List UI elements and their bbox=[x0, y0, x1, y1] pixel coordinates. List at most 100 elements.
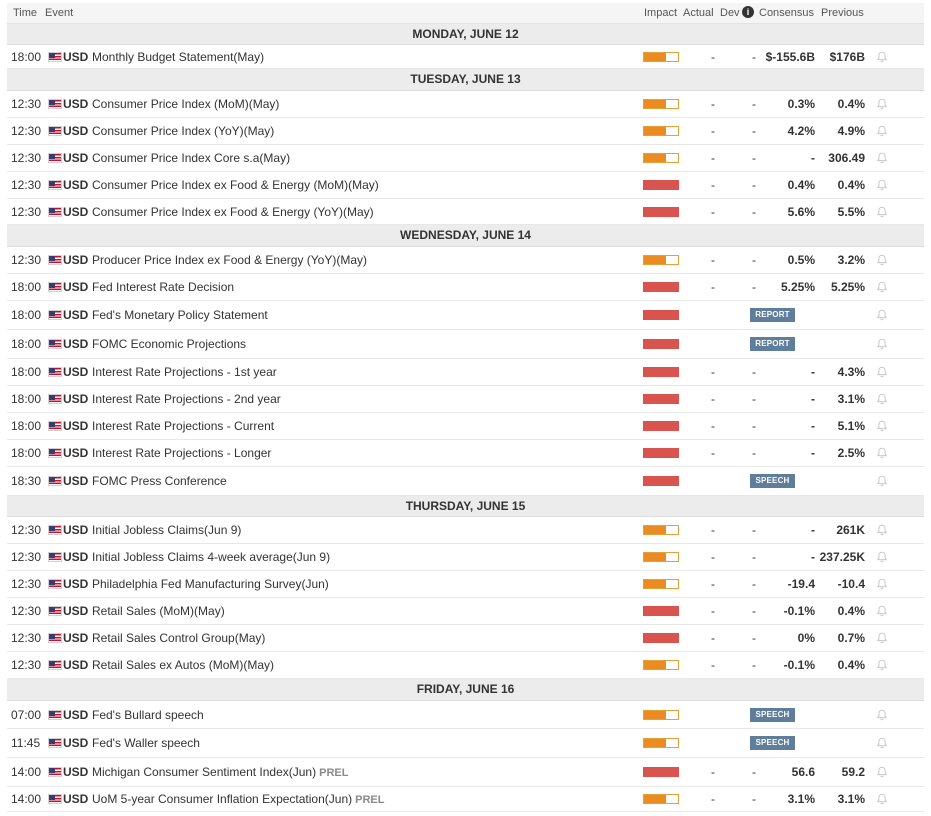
header-time[interactable]: Time bbox=[13, 7, 38, 19]
table-row[interactable]: 18:00 USD Fed Interest Rate Decision - - 5.25… bbox=[7, 274, 924, 301]
event-name[interactable]: Consumer Price Index (MoM)(May) bbox=[92, 97, 279, 111]
table-row[interactable]: 18:00 USD Interest Rate Projections - Curr… bbox=[7, 413, 924, 440]
event-name-text[interactable]: Consumer Price Index ex Food & Energy (M… bbox=[92, 178, 379, 192]
event-name[interactable]: Initial Jobless Claims 4-week average(Ju… bbox=[92, 550, 330, 564]
table-row[interactable]: 18:00 USD Fed's Monetary Policy Statement R… bbox=[7, 301, 924, 330]
bell-icon[interactable] bbox=[876, 51, 888, 63]
event-name[interactable]: UoM 5-year Consumer Inflation Expectatio… bbox=[92, 792, 384, 806]
header-previous[interactable]: Previous bbox=[821, 7, 864, 19]
table-row[interactable]: 12:30 USD Retail Sales ex Autos (MoM)(May)… bbox=[7, 652, 924, 679]
event-name-text[interactable]: Fed Interest Rate Decision bbox=[92, 280, 235, 294]
event-name[interactable]: Fed's Monetary Policy Statement bbox=[92, 308, 268, 322]
event-name[interactable]: Philadelphia Fed Manufacturing Survey(Ju… bbox=[92, 577, 329, 591]
event-name[interactable]: Interest Rate Projections - 2nd year bbox=[92, 392, 281, 406]
header-impact[interactable]: Impact bbox=[644, 7, 678, 19]
event-name-text[interactable]: Consumer Price Index (YoY)(May) bbox=[92, 124, 275, 138]
event-name-text[interactable]: Fed's Bullard speech bbox=[92, 708, 204, 722]
event-name-text[interactable]: FOMC Press Conference bbox=[92, 474, 227, 488]
event-name[interactable]: Interest Rate Projections - Current bbox=[92, 419, 274, 433]
event-name-text[interactable]: Retail Sales ex Autos (MoM)(May) bbox=[92, 658, 275, 672]
table-row[interactable]: 12:30 USD Consumer Price Index (MoM)(May) -… bbox=[7, 91, 924, 118]
bell-icon[interactable] bbox=[876, 447, 888, 459]
table-row[interactable]: 12:30 USD Retail Sales Control Group(May) -… bbox=[7, 625, 924, 652]
table-row[interactable]: 12:30 USD Philadelphia Fed Manufacturing S… bbox=[7, 571, 924, 598]
bell-icon[interactable] bbox=[876, 309, 888, 321]
bell-icon[interactable] bbox=[876, 551, 888, 563]
event-name-text[interactable]: Philadelphia Fed Manufacturing Survey(Ju… bbox=[92, 577, 329, 591]
bell-icon[interactable] bbox=[876, 709, 888, 721]
bell-icon[interactable] bbox=[876, 125, 888, 137]
bell-icon[interactable] bbox=[876, 632, 888, 644]
header-dev[interactable]: Dev bbox=[720, 7, 740, 19]
header-actual[interactable]: Actual bbox=[683, 7, 714, 19]
event-name[interactable]: Initial Jobless Claims(Jun 9) bbox=[92, 523, 241, 537]
event-name-text[interactable]: Fed's Monetary Policy Statement bbox=[92, 308, 268, 322]
event-name-text[interactable]: Michigan Consumer Sentiment Index(Jun) bbox=[92, 765, 317, 779]
event-name-text[interactable]: Producer Price Index ex Food & Energy (Y… bbox=[92, 253, 368, 267]
event-name[interactable]: Fed Interest Rate Decision bbox=[92, 280, 234, 294]
event-name[interactable]: Retail Sales Control Group(May) bbox=[92, 631, 265, 645]
header-consensus[interactable]: Consensus bbox=[759, 7, 815, 19]
event-name-text[interactable]: Retail Sales (MoM)(May) bbox=[92, 604, 225, 618]
table-row[interactable]: 11:45 USD Fed's Waller speech SPEECH bbox=[7, 729, 924, 758]
bell-icon[interactable] bbox=[876, 98, 888, 110]
bell-icon[interactable] bbox=[876, 393, 888, 405]
event-name-text[interactable]: Monthly Budget Statement(May) bbox=[92, 50, 265, 64]
event-name[interactable]: Monthly Budget Statement(May) bbox=[92, 50, 264, 64]
event-name[interactable]: Interest Rate Projections - Longer bbox=[92, 446, 271, 460]
event-name[interactable]: FOMC Press Conference bbox=[92, 474, 227, 488]
bell-icon[interactable] bbox=[876, 420, 888, 432]
event-name-text[interactable]: Consumer Price Index (MoM)(May) bbox=[92, 97, 280, 111]
bell-icon[interactable] bbox=[876, 475, 888, 487]
table-row[interactable]: 12:30 USD Initial Jobless Claims(Jun 9) - - -… bbox=[7, 517, 924, 544]
table-row[interactable]: 14:00 USD Michigan Consumer Sentiment Inde… bbox=[7, 758, 924, 787]
bell-icon[interactable] bbox=[876, 179, 888, 191]
bell-icon[interactable] bbox=[876, 206, 888, 218]
info-icon[interactable]: i bbox=[742, 6, 754, 18]
event-name-text[interactable]: Consumer Price Index Core s.a(May) bbox=[92, 151, 291, 165]
event-name-text[interactable]: Retail Sales Control Group(May) bbox=[92, 631, 266, 645]
event-name-text[interactable]: Fed's Waller speech bbox=[92, 736, 200, 750]
table-row[interactable]: 18:00 USD Interest Rate Projections - 2nd … bbox=[7, 386, 924, 413]
table-row[interactable]: 12:30 USD Consumer Price Index Core s.a(Ma… bbox=[7, 145, 924, 172]
event-name[interactable]: Consumer Price Index ex Food & Energy (Y… bbox=[92, 205, 374, 219]
table-row[interactable]: 14:00 USD UoM 5-year Consumer Inflation Ex… bbox=[7, 787, 924, 812]
bell-icon[interactable] bbox=[876, 524, 888, 536]
event-name-text[interactable]: Interest Rate Projections - Longer bbox=[92, 446, 272, 460]
event-name[interactable]: Retail Sales ex Autos (MoM)(May) bbox=[92, 658, 274, 672]
bell-icon[interactable] bbox=[876, 659, 888, 671]
table-row[interactable]: 12:30 USD Consumer Price Index (YoY)(May) -… bbox=[7, 118, 924, 145]
event-name[interactable]: Producer Price Index ex Food & Energy (Y… bbox=[92, 253, 367, 267]
event-name[interactable]: Consumer Price Index ex Food & Energy (M… bbox=[92, 178, 379, 192]
bell-icon[interactable] bbox=[876, 281, 888, 293]
header-event[interactable]: Event bbox=[45, 7, 74, 19]
event-name[interactable]: FOMC Economic Projections bbox=[92, 337, 246, 351]
table-row[interactable]: 18:30 USD FOMC Press Conference SPEECH bbox=[7, 467, 924, 496]
event-name-text[interactable]: Interest Rate Projections - 2nd year bbox=[92, 392, 281, 406]
event-name-text[interactable]: Consumer Price Index ex Food & Energy (Y… bbox=[92, 205, 374, 219]
table-row[interactable]: 12:30 USD Initial Jobless Claims 4-week av… bbox=[7, 544, 924, 571]
bell-icon[interactable] bbox=[876, 737, 888, 749]
event-name[interactable]: Fed's Waller speech bbox=[92, 736, 200, 750]
event-name-text[interactable]: Interest Rate Projections - 1st year bbox=[92, 365, 277, 379]
table-row[interactable]: 18:00 USD Interest Rate Projections - Long… bbox=[7, 440, 924, 467]
bell-icon[interactable] bbox=[876, 605, 888, 617]
event-name[interactable]: Michigan Consumer Sentiment Index(Jun) PR… bbox=[92, 765, 348, 779]
speech-badge[interactable]: SPEECH bbox=[750, 736, 795, 750]
event-name-text[interactable]: UoM 5-year Consumer Inflation Expectatio… bbox=[92, 792, 353, 806]
table-row[interactable]: 12:30 USD Retail Sales (MoM)(May) - - -0.1% 0.… bbox=[7, 598, 924, 625]
table-row[interactable]: 12:30 USD Producer Price Index ex Food & E… bbox=[7, 247, 924, 274]
bell-icon[interactable] bbox=[876, 254, 888, 266]
bell-icon[interactable] bbox=[876, 766, 888, 778]
table-row[interactable]: 07:00 USD Fed's Bullard speech SPEECH bbox=[7, 701, 924, 729]
bell-icon[interactable] bbox=[876, 338, 888, 350]
event-name-text[interactable]: Initial Jobless Claims(Jun 9) bbox=[92, 523, 242, 537]
bell-icon[interactable] bbox=[876, 578, 888, 590]
event-name[interactable]: Consumer Price Index (YoY)(May) bbox=[92, 124, 274, 138]
bell-icon[interactable] bbox=[876, 366, 888, 378]
event-name[interactable]: Fed's Bullard speech bbox=[92, 708, 204, 722]
table-row[interactable]: 18:00 USD Interest Rate Projections - 1st … bbox=[7, 359, 924, 386]
event-name-text[interactable]: FOMC Economic Projections bbox=[92, 337, 247, 351]
table-row[interactable]: 18:00 USD FOMC Economic Projections REPORT bbox=[7, 330, 924, 359]
speech-badge[interactable]: SPEECH bbox=[750, 708, 795, 722]
